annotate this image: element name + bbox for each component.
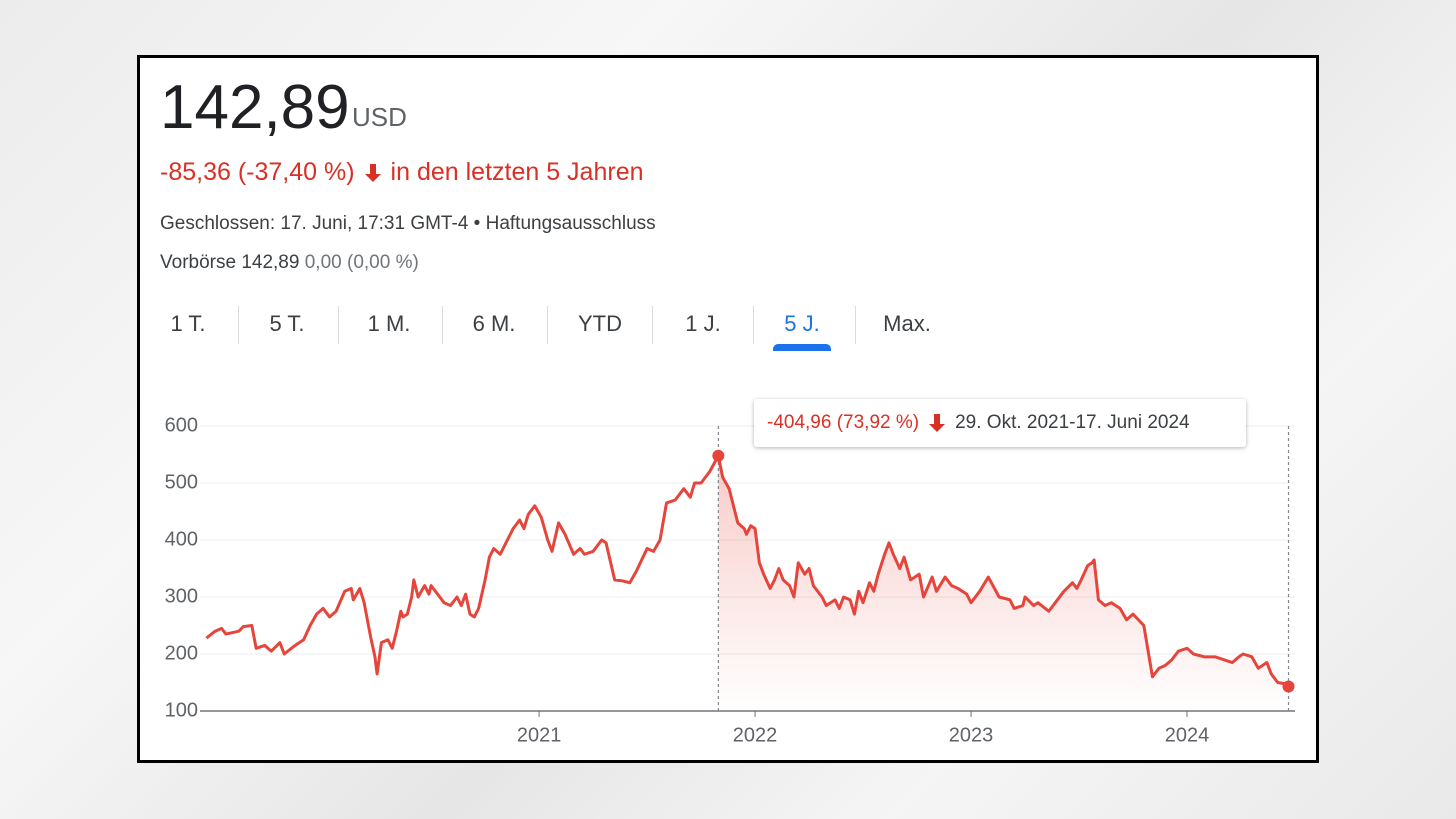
range-tab[interactable]: 6 M. xyxy=(472,311,516,336)
premarket: Vorbörse 142,89 xyxy=(160,252,300,273)
down-arrow xyxy=(364,163,381,182)
x-tick-label: 2024 xyxy=(1165,724,1210,746)
currency: USD xyxy=(352,102,407,132)
y-tick-label: 100 xyxy=(165,699,198,721)
selection-change: -404,96 (73,92 %) xyxy=(767,412,920,433)
x-tick-label: 2021 xyxy=(517,724,562,746)
selection-tooltip: -404,96 (73,92 %) 29. Okt. 2021-17. Juni… xyxy=(754,399,1246,447)
down-arrow xyxy=(929,414,946,432)
chart: 100 200 300 400 500 600 2021 2022 2023 2024 xyxy=(165,414,1295,746)
tab-separator xyxy=(651,306,653,344)
active-tab-indicator xyxy=(773,344,831,351)
tab-separator xyxy=(752,306,754,344)
range-tab[interactable]: 1 M. xyxy=(367,311,411,336)
stock-card: 142,89 USD -85,36 (-37,40 %) in den letz… xyxy=(137,55,1319,763)
y-tick-label: 600 xyxy=(165,414,198,436)
selection-area xyxy=(718,455,1289,711)
selection-dates: 29. Okt. 2021-17. Juni 2024 xyxy=(955,412,1190,433)
tab-separator xyxy=(237,306,239,344)
premarket-row: Vorbörse 142,89 0,00 (0,00 %) xyxy=(160,252,419,274)
x-tick-label: 2022 xyxy=(733,724,778,746)
change: -85,36 (-37,40 %) xyxy=(160,158,355,186)
selection-point xyxy=(712,449,725,462)
tab-separator xyxy=(338,306,339,344)
price: 142,89 xyxy=(160,73,350,142)
range-tab[interactable]: 1 T. xyxy=(170,311,206,336)
change-period: in den letzten 5 Jahren xyxy=(390,158,644,186)
range-tab[interactable]: 1 J. xyxy=(685,311,721,336)
range-tab[interactable]: Max. xyxy=(883,311,931,336)
change-row: -85,36 (-37,40 %) in den letzten 5 Jahre… xyxy=(160,158,644,187)
tab-separator xyxy=(441,306,443,344)
y-tick-label: 500 xyxy=(165,471,198,493)
range-tab[interactable]: YTD xyxy=(578,311,622,336)
price-line xyxy=(205,454,1290,688)
x-tick-label: 2023 xyxy=(949,724,994,746)
range-tab[interactable]: 5 T. xyxy=(269,311,305,336)
tab-separator xyxy=(854,306,856,344)
status-row: Geschlossen: 17. Juni, 17:31 GMT-4 • Haf… xyxy=(160,213,656,234)
y-tick-label: 200 xyxy=(165,642,198,664)
status: Geschlossen: 17. Juni, 17:31 GMT-4 xyxy=(160,213,469,234)
tab-separator xyxy=(547,306,548,344)
disclaimer[interactable]: Haftungsausschluss xyxy=(485,213,656,234)
premarket-change: 0,00 (0,00 %) xyxy=(304,252,419,273)
y-tick-label: 400 xyxy=(165,528,198,550)
range-tab[interactable]: 5 J. xyxy=(784,311,820,336)
y-tick-label: 300 xyxy=(165,585,198,607)
selection-point xyxy=(1282,680,1295,693)
